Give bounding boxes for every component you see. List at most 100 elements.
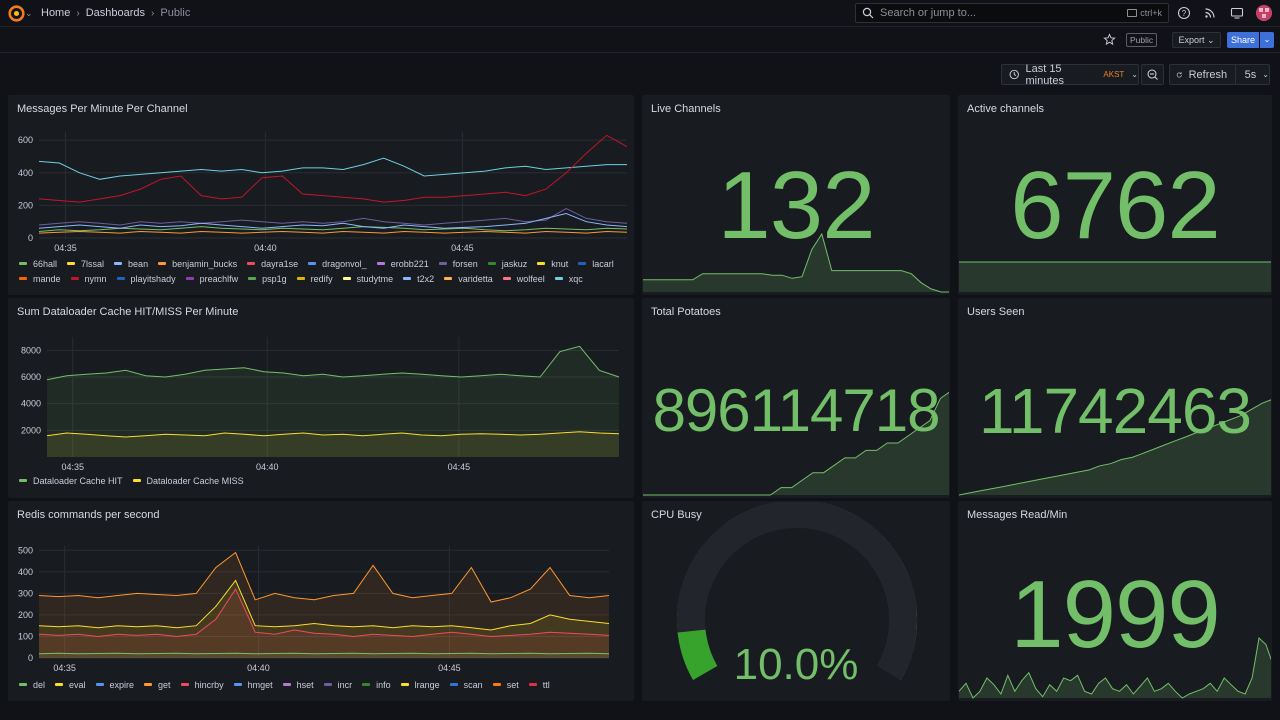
search-input[interactable]: Search or jump to... ctrl+k [855,3,1169,23]
sparkline-line [959,636,1271,699]
series-line-xqc[interactable] [38,157,627,180]
series-area-dataloader-cache-hit [47,346,619,457]
legend-item-redify[interactable]: redify [296,271,333,286]
legend-item-lrange[interactable]: lrange [400,677,440,692]
refresh-interval-select[interactable]: 5s [1244,68,1257,81]
legend-item-66hall[interactable]: 66hall [19,256,57,271]
messages-read-value: 1999 [1010,561,1221,668]
time-range-picker[interactable]: Last 15 minutes AKST ⌄ [1001,63,1139,87]
legend-item-jaskuz[interactable]: jaskuz [487,256,527,271]
export-button[interactable]: Export ⌄ [1172,32,1221,48]
legend-item-bean[interactable]: bean [114,256,148,271]
sparkline-line [643,232,949,293]
active-channels-value: 6762 [1010,152,1221,259]
legend-item-info[interactable]: info [362,677,391,692]
legend-item-dataloader-cache-miss[interactable]: Dataloader Cache MISS [132,473,244,488]
news-feed-icon[interactable] [1203,6,1217,20]
legend-label: lrange [414,679,440,690]
panel-title[interactable]: Sum Dataloader Cache HIT/MISS Per Minute [17,306,239,318]
legend-item-benjamin-bucks[interactable]: benjamin_bucks [158,256,237,271]
share-button[interactable]: Share [1227,32,1259,48]
zoom-out-button[interactable] [1141,64,1164,85]
grafana-logo-icon[interactable] [8,5,25,22]
breadcrumb-home[interactable]: Home [41,7,71,19]
user-avatar[interactable] [1256,5,1272,21]
legend-item-playitshady[interactable]: playitshady [116,271,176,286]
legend-item-incr[interactable]: incr [323,677,352,692]
legend-item-knut[interactable]: knut [537,256,568,271]
legend-item-xqc[interactable]: xqc [554,271,583,286]
legend-swatch [528,683,537,686]
legend-item-dragonvol-[interactable]: dragonvol_ [308,256,367,271]
series-line-bean[interactable] [38,212,628,229]
refresh-picker[interactable]: Refresh 5s ⌄ [1169,64,1270,85]
series-line-get[interactable] [38,551,610,603]
dataloader-cache-chart[interactable]: 2000 4000 6000 8000 04:35 04:40 04:45 [9,329,634,479]
legend-label: studytme [356,273,394,284]
legend-item-scan[interactable]: scan [449,677,483,692]
panel-title[interactable]: Redis commands per second [17,509,160,521]
help-icon[interactable]: ? [1177,6,1191,20]
legend-item-hincrby[interactable]: hincrby [180,677,224,692]
legend-swatch [144,683,153,686]
star-icon[interactable] [1103,33,1116,46]
panel-active-channels: Active channels 6762 [958,95,1272,295]
legend-item-hset[interactable]: hset [282,677,314,692]
share-chevron-down-icon[interactable]: ⌄ [1260,32,1274,48]
legend-item-lacarl[interactable]: lacarl [578,256,614,271]
legend-swatch [444,277,453,280]
legend-item-hmget[interactable]: hmget [233,677,273,692]
panel-title[interactable]: Live Channels [651,103,721,115]
redis-commands-chart[interactable]: 0 100 200 300 400 500 04:35 04:40 04:45 [9,532,634,687]
panel-title[interactable]: CPU Busy [651,509,702,521]
legend-item-wolfeel[interactable]: wolfeel [502,271,545,286]
legend-item-7lssal[interactable]: 7lssal [67,256,104,271]
legend-swatch [19,277,27,280]
series-line-forsen[interactable] [38,208,628,226]
panel-title[interactable]: Messages Read/Min [967,509,1068,521]
breadcrumb-dashboards[interactable]: Dashboards [85,7,146,19]
legend-label: varidetta [458,273,493,284]
legend-item-erobb221[interactable]: erobb221 [376,256,429,271]
series-line-nymn[interactable] [38,134,628,203]
legend-item-expire[interactable]: expire [95,677,134,692]
legend-item-studytme[interactable]: studytme [342,271,394,286]
y-tick-label: 100 [18,631,33,641]
legend-label: lacarl [592,258,614,269]
legend-item-ttl[interactable]: ttl [528,677,550,692]
legend-item-psp1g[interactable]: psp1g [248,271,287,286]
legend-item-varidetta[interactable]: varidetta [444,271,493,286]
legend-item-forsen[interactable]: forsen [438,256,478,271]
messages-per-minute-chart[interactable]: 0 200 400 600 04:35 04:40 04:45 [9,126,634,286]
legend-item-eval[interactable]: eval [55,677,86,692]
users-seen-sparkline [959,399,1271,496]
legend-item-dataloader-cache-hit[interactable]: Dataloader Cache HIT [19,473,123,488]
legend-item-set[interactable]: set [492,677,519,692]
logo-chevron-down-icon[interactable]: ⌄ [25,8,33,18]
legend-item-mande[interactable]: mande [19,271,61,286]
series-line-eval[interactable] [38,579,610,631]
panel-title[interactable]: Users Seen [967,306,1025,318]
kiosk-mode-icon[interactable] [1230,6,1244,20]
panel-title[interactable]: Active channels [967,103,1045,115]
refresh-button[interactable]: Refresh [1188,68,1228,81]
series-line-66hall[interactable] [38,226,628,232]
legend-item-del[interactable]: del [19,677,45,692]
series-line-dataloader-cache-hit[interactable] [46,345,620,381]
y-tick-label: 600 [18,135,33,145]
panel-title[interactable]: Total Potatoes [651,306,721,318]
legend-item-dayra1se[interactable]: dayra1se [247,256,298,271]
legend-swatch [362,683,371,686]
panel-title[interactable]: Messages Per Minute Per Channel [17,103,188,115]
panel-cpu-busy: CPU Busy 10.0% [642,501,950,701]
legend-item-preachlfw[interactable]: preachlfw [185,271,238,286]
legend-swatch [233,683,242,686]
series-line-dataloader-cache-miss[interactable] [46,431,620,438]
legend-item-nymn[interactable]: nymn [70,271,107,286]
legend-swatch [502,277,511,280]
legend-item-get[interactable]: get [144,677,171,692]
legend-item-t2x2[interactable]: t2x2 [403,271,434,286]
legend-swatch [487,262,496,265]
series-line-benjamin_bucks[interactable] [38,230,628,234]
series-line-hincrby[interactable] [38,588,610,638]
